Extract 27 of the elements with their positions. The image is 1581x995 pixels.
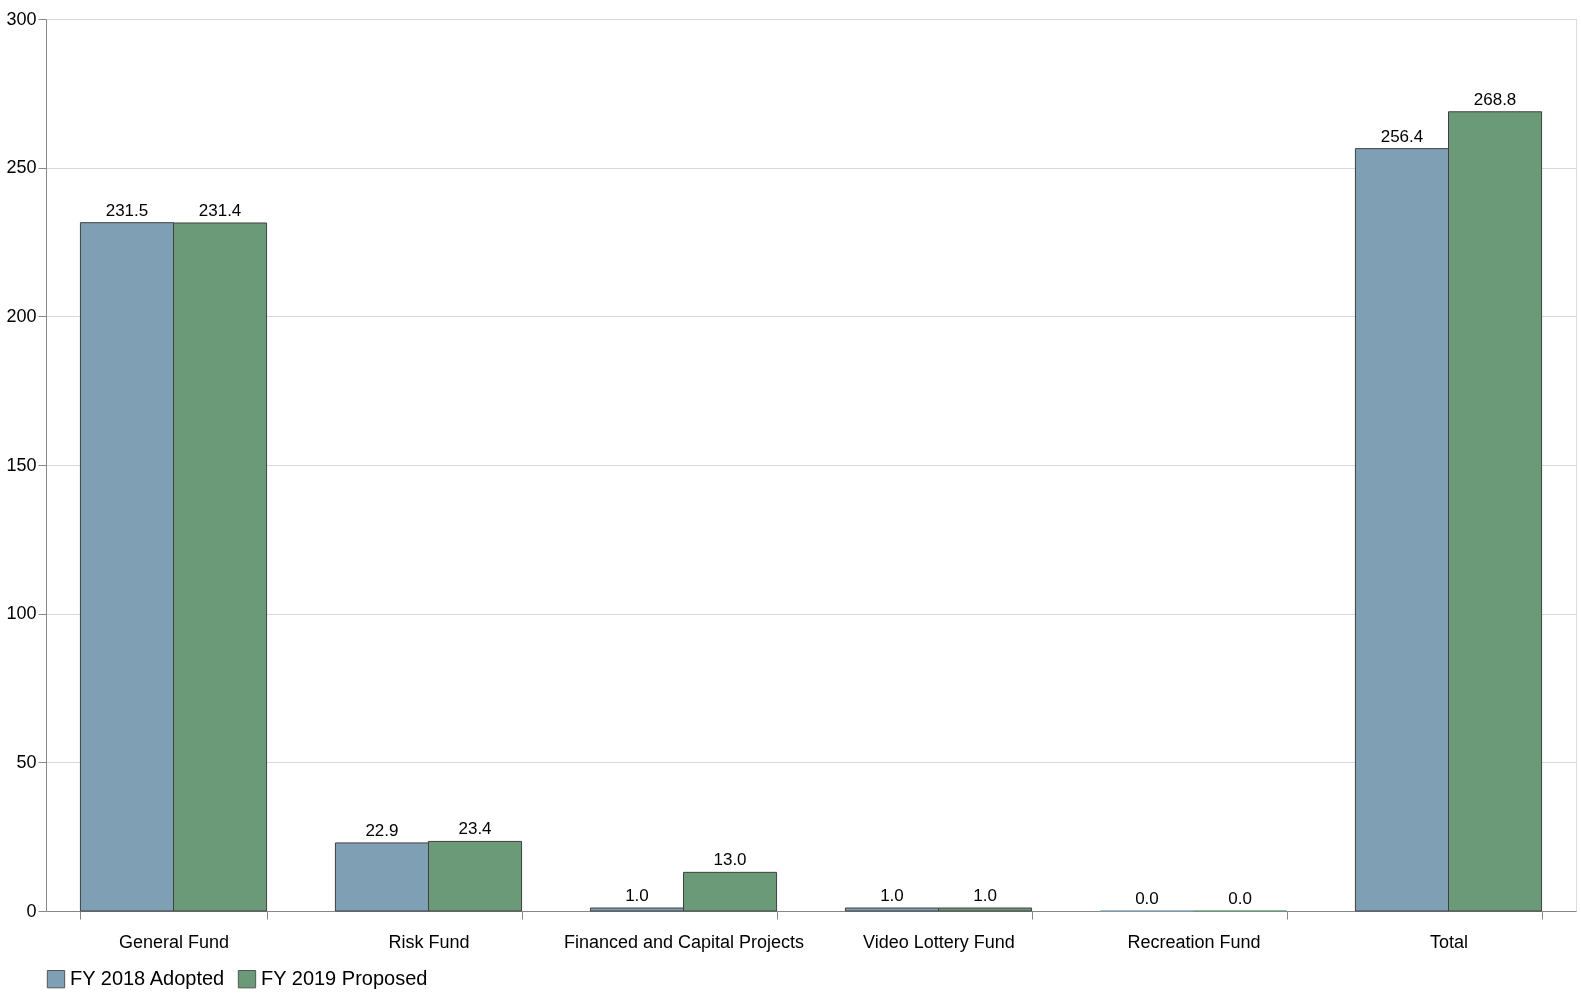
data-label: 22.9 [365, 820, 399, 840]
data-label: 231.5 [105, 200, 149, 220]
data-label: 256.4 [1380, 126, 1424, 146]
data-label: 0.0 [1228, 889, 1252, 908]
x-tick-label: Total [1429, 931, 1469, 952]
y-tick-label: 0 [26, 900, 37, 921]
x-tick-label: Risk Fund [388, 931, 470, 952]
legend-label: FY 2019 Proposed [261, 967, 428, 990]
y-tick-label: 200 [6, 305, 37, 326]
data-label: 23.4 [458, 819, 492, 839]
x-tick-label: Financed and Capital Projects [563, 931, 805, 952]
legend-label: FY 2018 Adopted [70, 967, 225, 990]
data-label: 13.0 [713, 850, 747, 870]
y-tick-label: 300 [6, 8, 37, 29]
y-tick-label: 50 [16, 751, 37, 772]
data-label: 1.0 [880, 886, 904, 906]
data-label: 1.0 [625, 886, 649, 906]
data-label: 1.0 [973, 886, 997, 906]
x-tick-label: General Fund [118, 931, 230, 952]
y-tick-label: 150 [6, 454, 37, 475]
x-tick-label: Recreation Fund [1127, 931, 1261, 952]
data-label: 0.0 [1135, 889, 1159, 908]
y-tick-label: 250 [6, 157, 37, 178]
data-label: 268.8 [1473, 89, 1517, 109]
y-tick-label: 100 [6, 603, 37, 624]
data-label: 231.4 [198, 200, 242, 220]
x-tick-label: Video Lottery Fund [863, 931, 1015, 952]
